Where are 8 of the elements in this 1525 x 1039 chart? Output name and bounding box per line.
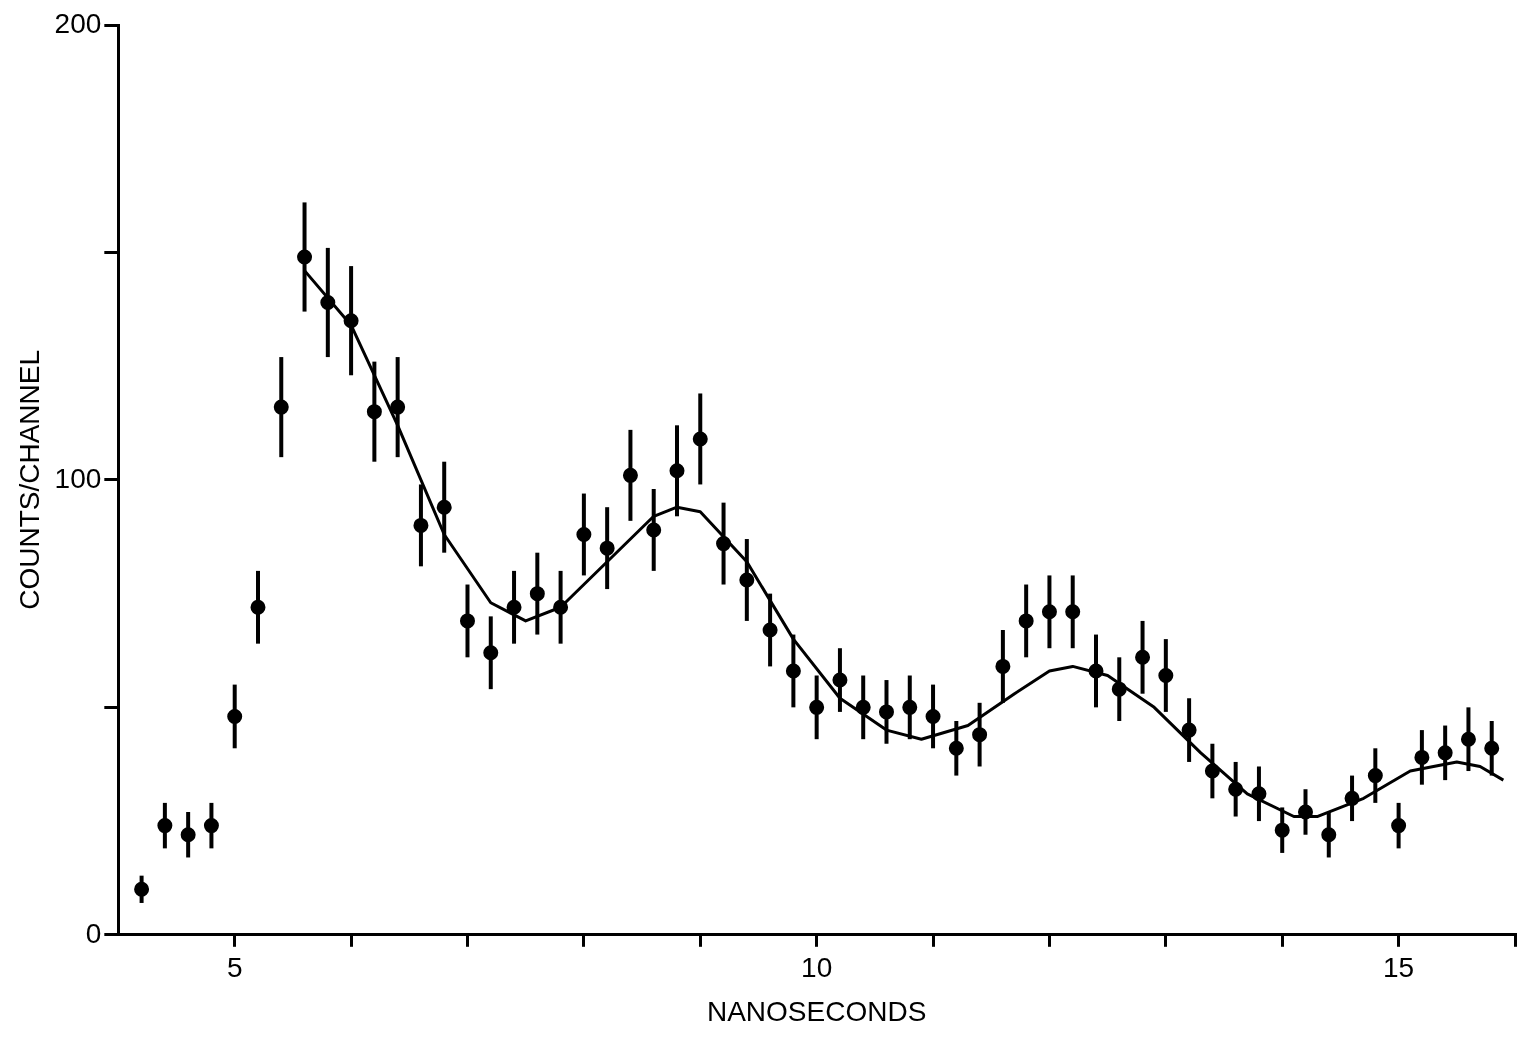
x-tick-label: 10	[801, 952, 833, 984]
y-tick-label: 0	[85, 917, 102, 949]
x-axis-title: NANOSECONDS	[706, 995, 927, 1027]
y-tick-label: 200	[54, 7, 102, 39]
y-tick-label: 100	[54, 462, 102, 494]
y-axis-title: COUNTS/CHANNEL	[13, 349, 45, 610]
x-tick-label: 5	[226, 952, 243, 984]
x-tick-label: 15	[1383, 952, 1415, 984]
